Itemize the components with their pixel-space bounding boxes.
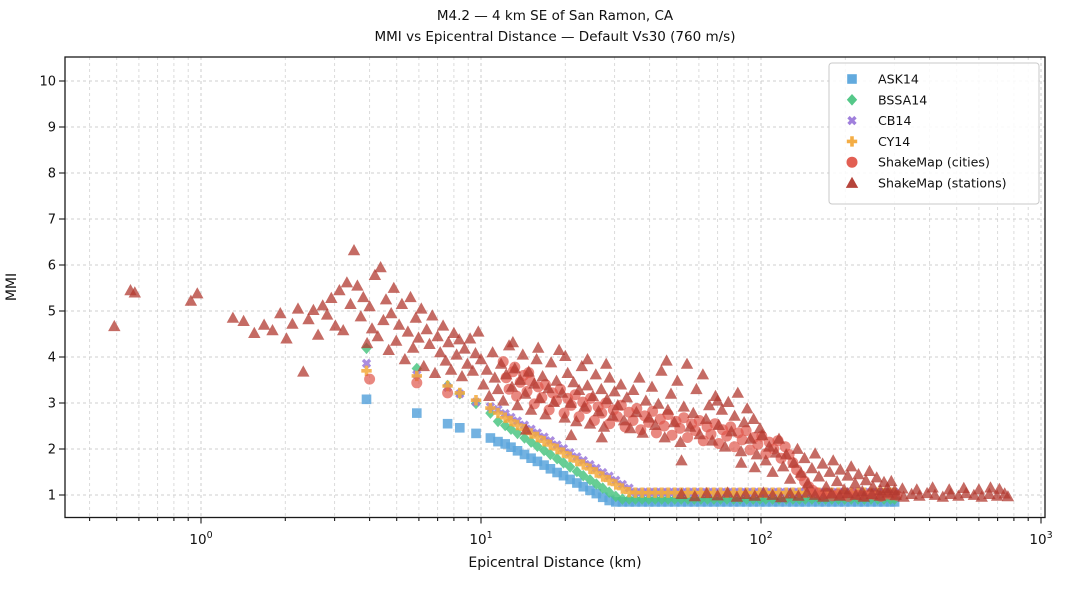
y-tick-label: 8	[48, 167, 56, 182]
legend-marker-diamond-icon	[846, 94, 858, 106]
legend-label: CB14	[878, 113, 911, 128]
x-axis-label: Epicentral Distance (km)	[468, 555, 641, 571]
legend-marker-triangle-icon	[845, 176, 859, 188]
legend-marker-plus-icon	[846, 136, 858, 147]
y-tick-label: 7	[48, 213, 56, 228]
y-tick-label: 10	[39, 75, 56, 90]
y-tick-label: 6	[48, 259, 56, 274]
legend-item: ShakeMap (cities)	[846, 155, 990, 170]
axes-box	[64, 56, 1046, 519]
legend-item: BSSA14	[846, 92, 927, 107]
legend-label: CY14	[878, 134, 910, 149]
legend-label: BSSA14	[878, 92, 927, 107]
y-tick-label: 2	[48, 443, 56, 458]
legend-item: ShakeMap (stations)	[845, 176, 1007, 191]
series-shakemap-stations	[108, 244, 1015, 503]
legend-box	[828, 62, 1040, 205]
legend-marker-x-icon	[847, 115, 857, 126]
y-tick-label: 4	[48, 351, 56, 366]
legend-label: ShakeMap (stations)	[878, 176, 1007, 191]
legend-marker-square-icon	[847, 74, 857, 84]
legend: ASK14 BSSA14 CB14 CY14 ShakeMap (cities) Shak…	[828, 62, 1040, 205]
legend-item: ASK14	[847, 72, 919, 87]
y-tick-label: 5	[48, 305, 56, 320]
y-tick-label: 9	[48, 121, 56, 136]
legend-item: CY14	[846, 134, 910, 149]
chart-title: M4.2 — 4 km SE of San Ramon, CA	[437, 8, 674, 24]
y-tick-label: 1	[48, 489, 56, 504]
legend-item: CB14	[847, 113, 911, 128]
axis-ticks	[59, 80, 1042, 524]
chart-subtitle: MMI vs Epicentral Distance — Default Vs3…	[375, 29, 736, 45]
y-axis-label: MMI	[4, 273, 20, 301]
legend-label: ShakeMap (cities)	[878, 155, 990, 170]
legend-marker-circle-icon	[846, 156, 858, 168]
legend-label: ASK14	[878, 72, 919, 87]
grid	[65, 57, 1045, 518]
y-tick-label: 3	[48, 397, 56, 412]
